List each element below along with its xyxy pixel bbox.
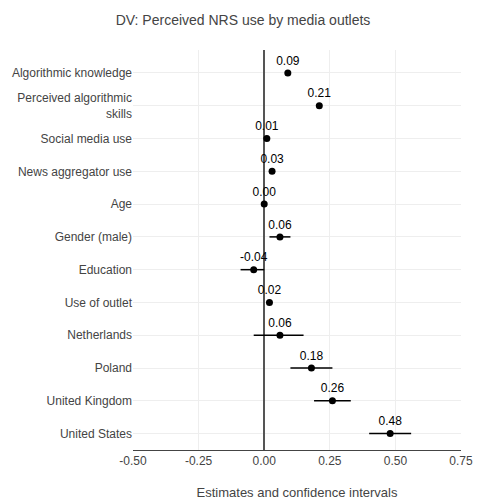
svg-text:United Kingdom: United Kingdom <box>47 394 132 408</box>
svg-text:0.00: 0.00 <box>253 185 277 199</box>
svg-text:Estimates and confidence inter: Estimates and confidence intervals <box>197 485 398 500</box>
svg-text:0.06: 0.06 <box>268 316 292 330</box>
svg-text:DV: Perceived NRS use by media: DV: Perceived NRS use by media outlets <box>116 12 371 28</box>
svg-text:Age: Age <box>111 197 133 211</box>
svg-text:Use of outlet: Use of outlet <box>65 296 133 310</box>
svg-text:Poland: Poland <box>95 361 132 375</box>
svg-text:Algorithmic knowledge: Algorithmic knowledge <box>12 66 132 80</box>
svg-text:0.21: 0.21 <box>308 86 332 100</box>
svg-text:0.02: 0.02 <box>258 283 282 297</box>
svg-text:News aggregator use: News aggregator use <box>18 165 132 179</box>
svg-text:Education: Education <box>79 263 132 277</box>
svg-text:Perceived algorithmicskills: Perceived algorithmicskills <box>17 91 132 121</box>
svg-text:0.48: 0.48 <box>378 414 402 428</box>
svg-text:0.03: 0.03 <box>260 152 284 166</box>
svg-text:0.18: 0.18 <box>300 349 324 363</box>
svg-text:0.75: 0.75 <box>449 454 473 468</box>
svg-text:0.09: 0.09 <box>276 54 300 68</box>
svg-text:0.25: 0.25 <box>318 454 342 468</box>
svg-text:Gender (male): Gender (male) <box>55 230 132 244</box>
svg-text:0.06: 0.06 <box>268 218 292 232</box>
svg-text:Social media use: Social media use <box>41 132 133 146</box>
svg-text:0.50: 0.50 <box>384 454 408 468</box>
svg-text:Netherlands: Netherlands <box>67 328 132 342</box>
svg-text:-0.25: -0.25 <box>185 454 213 468</box>
svg-text:-0.04: -0.04 <box>240 250 268 264</box>
svg-text:0.26: 0.26 <box>321 381 345 395</box>
svg-text:-0.50: -0.50 <box>119 454 147 468</box>
svg-text:United States: United States <box>60 427 132 441</box>
svg-text:0.01: 0.01 <box>255 119 279 133</box>
svg-text:0.00: 0.00 <box>253 454 277 468</box>
